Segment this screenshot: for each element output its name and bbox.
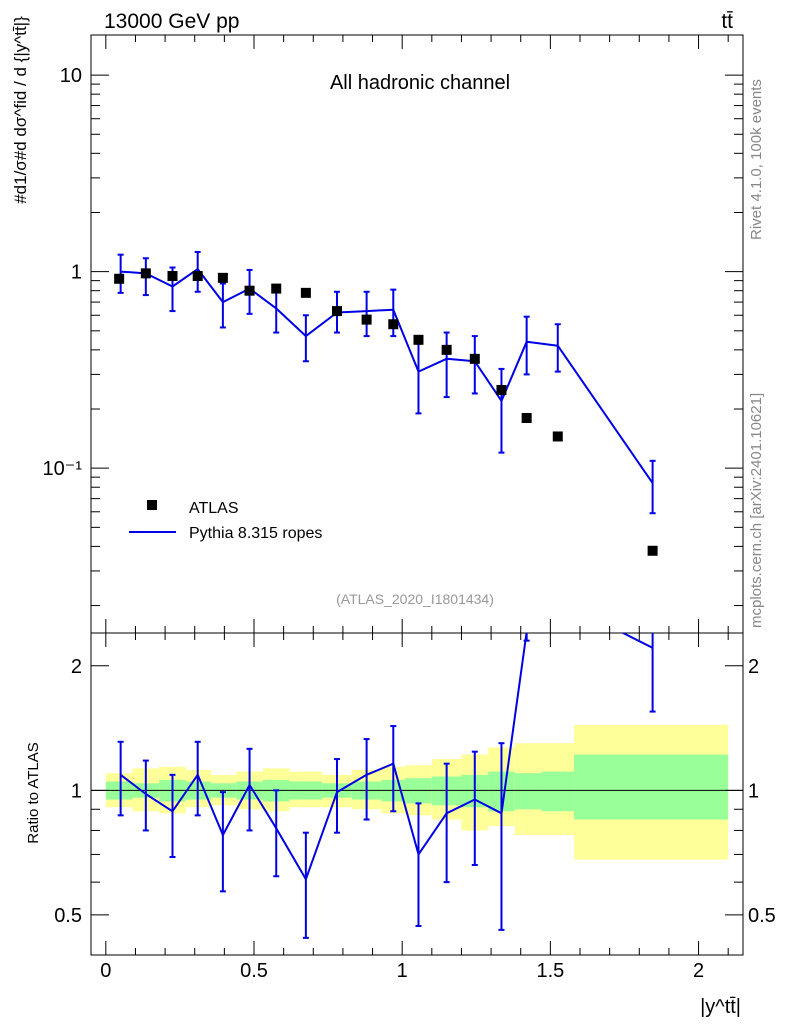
atlas-point-17 — [647, 545, 658, 556]
atlas-point-4 — [217, 272, 228, 283]
uncertainty-bands — [105, 724, 729, 860]
ylabel-top: #d1/σ#d dσ^fid / d {|y^tt̄|} — [11, 16, 30, 204]
atlas-point-14 — [496, 384, 507, 395]
atlas-point-15 — [521, 413, 532, 424]
ratio-ytick-label-left-0: 0.5 — [54, 905, 82, 927]
header-left: 13000 GeV pp — [104, 10, 239, 33]
atlas-point-11 — [413, 334, 424, 345]
atlas-point-2 — [167, 271, 178, 282]
atlas-point-0 — [114, 273, 125, 284]
green-band-16 — [541, 771, 575, 812]
ratio-ytick-label-right-0: 0.5 — [748, 905, 776, 927]
header-right: tt̄ — [721, 10, 733, 33]
top-ytick-label-1: 1 — [71, 262, 82, 284]
atlas-point-9 — [361, 314, 372, 325]
top-ytick-label-2: 10 — [60, 65, 82, 87]
x-tick-label-1: 0.5 — [240, 960, 268, 982]
xlabel: |y^tt̄| — [700, 996, 741, 1018]
axes-frames — [90, 34, 744, 956]
mcplots-label: mcplots.cern.ch [arXiv:2401.10621] — [748, 393, 765, 628]
atlas-point-1 — [140, 268, 151, 279]
atlas-point-3 — [192, 271, 203, 282]
atlas-point-5 — [244, 285, 255, 296]
x-tick-label-3: 1.5 — [536, 960, 564, 982]
text-layer: 13000 GeV pp tt̄ All hadronic channel (A… — [11, 10, 776, 1018]
legend-marker-atlas — [147, 500, 157, 510]
watermark: (ATLAS_2020_I1801434) — [336, 591, 494, 607]
atlas-point-8 — [331, 306, 342, 317]
ylabel-bottom: Ratio to ATLAS — [25, 742, 42, 843]
ratio-ytick-label-right-2: 2 — [748, 656, 759, 678]
legend-label-pythia: Pythia 8.315 ropes — [189, 525, 322, 542]
atlas-point-16 — [552, 431, 563, 442]
data-layer — [114, 250, 658, 939]
atlas-point-10 — [388, 319, 399, 330]
ratio-line — [119, 633, 654, 881]
ratio-ytick-label-left-1: 1 — [71, 780, 82, 802]
atlas-point-12 — [441, 344, 452, 355]
x-tick-label-2: 1 — [397, 960, 408, 982]
mc-line — [120, 268, 654, 484]
top-frame — [90, 34, 744, 634]
atlas-point-6 — [271, 283, 282, 294]
rivet-label: Rivet 4.1.0, 100k events — [748, 79, 765, 240]
green-band-17 — [574, 754, 729, 820]
top-ytick-label-0: 10⁻¹ — [43, 458, 83, 480]
ratio-series — [117, 633, 656, 939]
atlas-point-7 — [300, 287, 311, 298]
ratio-ytick-label-left-2: 2 — [71, 656, 82, 678]
ratio-ytick-label-right-1: 1 — [748, 780, 759, 802]
x-tick-label-0: 0 — [100, 960, 111, 982]
atlas-point-13 — [469, 353, 480, 364]
legend-label-atlas: ATLAS — [189, 500, 239, 517]
x-tick-label-4: 2 — [693, 960, 704, 982]
ratio-frame — [90, 632, 744, 956]
green-band-15 — [514, 773, 542, 810]
plot-title: All hadronic channel — [330, 72, 510, 94]
